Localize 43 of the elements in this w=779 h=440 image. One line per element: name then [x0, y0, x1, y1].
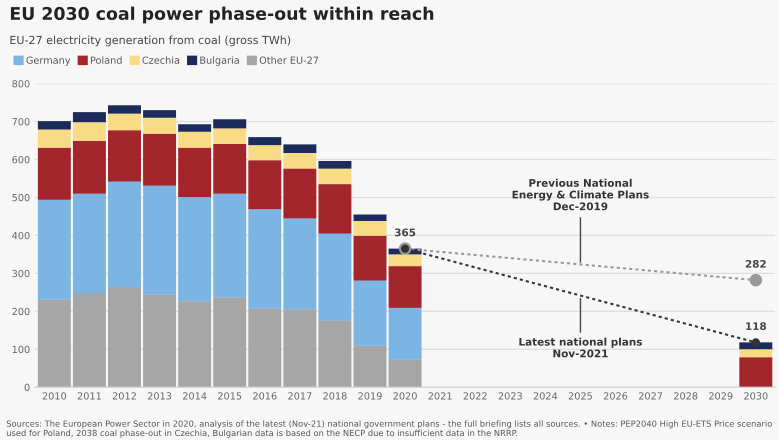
annotation: Latest national plans Nov-2021 [519, 338, 642, 358]
chart-title: EU 2030 coal power phase-out within reach [10, 6, 434, 24]
x-tick-label: 2027 [638, 392, 662, 400]
x-tick-label: 2023 [498, 392, 522, 400]
source-note: Sources: The European Power Sector in 2020, analysis of the latest (Nov-21) national government plans - the full briefing lists all sources. • Notes: PEP2040 High EU-ETS Price scenario used for Poland, 2038 coal phase-out in Czechia, Bulgarian data is based on the NECP due to insufficient data in the NRRP. [6, 420, 772, 438]
x-tick-label: 2022 [464, 392, 487, 400]
x-tick-label: 2020 [393, 392, 417, 400]
y-tick-label: 500 [12, 194, 30, 202]
x-tick-label: 2011 [78, 392, 101, 400]
x-tick-label: 2025 [568, 392, 592, 400]
x-tick-label: 2021 [428, 392, 452, 400]
x-tick-label: 2029 [709, 392, 732, 400]
x-tick-label: 2019 [358, 392, 382, 400]
y-tick-label: 100 [12, 346, 30, 354]
annotation: Previous National Energy & Climate Plans Dec-2019 [512, 178, 649, 210]
x-tick-label: 2018 [323, 392, 347, 400]
legend-label: Germany [26, 56, 70, 66]
y-tick-label: 800 [12, 80, 30, 88]
x-tick-label: 2030 [744, 392, 768, 400]
data-label: 282 [746, 260, 766, 268]
x-tick-label: 2017 [288, 392, 312, 400]
x-tick-label: 2014 [182, 392, 206, 400]
data-label: 365 [394, 228, 416, 236]
y-tick-label: 300 [12, 270, 30, 278]
y-tick-label: 400 [12, 232, 30, 240]
legend-label: Poland [90, 56, 122, 64]
x-tick-label: 2016 [253, 392, 277, 400]
y-tick-label: 600 [12, 156, 30, 164]
legend-label: Czechia [142, 56, 180, 64]
y-tick-label: 0 [24, 384, 30, 392]
data-label: 118 [746, 322, 766, 330]
chart-subtitle: EU-27 electricity generation from coal (gross TWh) [10, 36, 290, 46]
x-tick-label: 2015 [218, 392, 242, 400]
x-tick-label: 2028 [674, 392, 698, 400]
x-tick-label: 2024 [534, 392, 558, 400]
legend-label: Other EU-27 [260, 56, 318, 64]
x-tick-label: 2026 [604, 392, 628, 400]
x-tick-label: 2010 [42, 392, 66, 400]
legend-label: Bulgaria [200, 56, 239, 66]
x-tick-label: 2012 [112, 392, 136, 400]
x-tick-label: 2013 [148, 392, 172, 400]
y-tick-label: 700 [12, 118, 30, 126]
y-tick-label: 200 [12, 308, 30, 316]
